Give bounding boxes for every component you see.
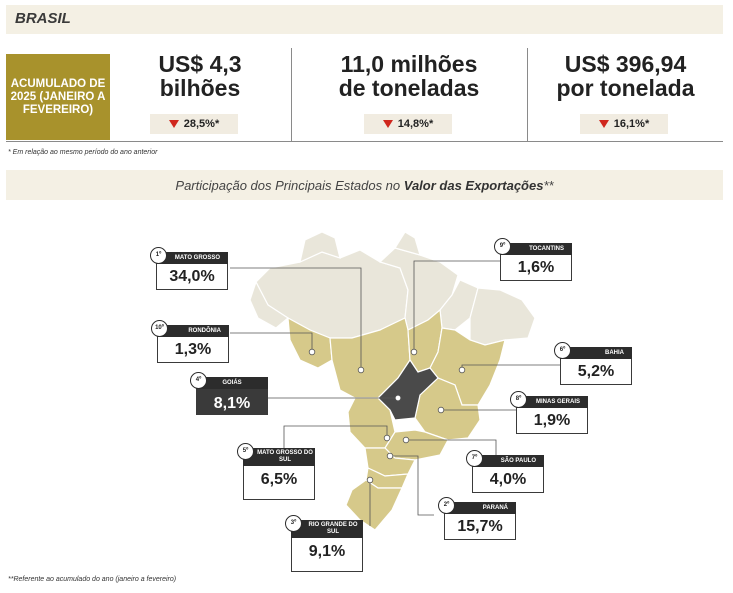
state-minas-gerais [414, 377, 481, 441]
state-rank: 6º [554, 342, 571, 359]
state-rank: 7º [466, 450, 483, 467]
state-share: 5,2% [560, 359, 632, 385]
state-rank: 3º [285, 515, 302, 532]
state-rio-grande-do-sul [345, 479, 403, 531]
kpi-change: 14,8%* [397, 118, 434, 130]
kpi-change-badge: 14,8%* [364, 114, 452, 134]
state-label-mato-grosso-do-sul: MATO GROSSO DO SUL 6,5% 5º [237, 443, 315, 500]
state-share: 1,6% [500, 255, 572, 281]
title-band: BRASIL [6, 5, 723, 34]
other-states [249, 231, 536, 346]
state-acre [249, 280, 290, 329]
state-share: 34,0% [156, 264, 228, 290]
kpi-value-line2: por tonelada [556, 75, 695, 101]
period-label-box: ACUMULADO DE 2025 (JANEIRO A FEVEREIRO) [6, 54, 110, 140]
divider [6, 141, 723, 142]
state-name: MATO GROSSO DO SUL [243, 448, 315, 466]
divider [291, 48, 292, 142]
down-arrow-icon [598, 120, 609, 128]
state-name: PARANÁ [444, 502, 516, 514]
state-label-mato-grosso: MATO GROSSO 34,0% 1º [150, 247, 228, 290]
state-label-bahia: BAHIA 5,2% 6º [554, 342, 632, 385]
down-arrow-icon [168, 120, 179, 128]
state-name: SÃO PAULO [472, 455, 544, 467]
state-rank: 5º [237, 443, 254, 460]
leader-lines [230, 260, 560, 526]
state-rank: 2º [438, 497, 455, 514]
state-share: 9,1% [291, 538, 363, 572]
kpi-change-badge: 28,5%* [150, 114, 238, 134]
state-northeast [469, 287, 536, 346]
state-name: GOIÁS [196, 377, 268, 389]
state-label-tocantins: TOCANTINS 1,6% 9º [494, 238, 572, 281]
state-rondonia [287, 316, 333, 369]
divider [527, 48, 528, 142]
leader-dots [308, 348, 466, 484]
kpi-value-line1: US$ 4,3 [158, 51, 242, 77]
state-rank: 4º [190, 372, 207, 389]
state-label-parana: PARANÁ 15,7% 2º [438, 497, 516, 540]
state-roraima [299, 231, 341, 264]
state-rank: 1º [150, 247, 167, 264]
state-amapa [394, 231, 421, 256]
kpi-value-line1: 11,0 milhões [340, 51, 478, 77]
state-share: 15,7% [444, 514, 516, 540]
state-goias [377, 358, 439, 421]
state-label-rio-grande-do-sul: RIO GRANDE DO SUL 9,1% 3º [285, 515, 363, 572]
subtitle-band: Participação dos Principais Estados no V… [6, 170, 723, 200]
state-rank: 10º [151, 320, 168, 337]
state-name: MINAS GERAIS [516, 396, 588, 408]
state-share: 6,5% [243, 466, 315, 500]
state-rank: 9º [494, 238, 511, 255]
down-arrow-icon [382, 120, 393, 128]
state-rank: 8º [510, 391, 527, 408]
state-label-rondonia: RONDÔNIA 1,3% 10º [151, 320, 229, 363]
state-name: BAHIA [560, 347, 632, 359]
kpi-change: 28,5%* [183, 118, 220, 130]
kpi-change-badge: 16,1%* [580, 114, 668, 134]
state-share: 4,0% [472, 467, 544, 493]
state-share: 8,1% [196, 389, 268, 415]
page-title: BRASIL [15, 10, 71, 27]
state-label-sao-paulo: SÃO PAULO 4,0% 7º [466, 450, 544, 493]
kpi-value-usd: US$ 4,3 bilhões 28,5%* [110, 46, 290, 142]
kpi-value-line2: bilhões [159, 75, 241, 101]
highlighted-states [287, 308, 506, 531]
state-name: MATO GROSSO [156, 252, 228, 264]
state-label-minas-gerais: MINAS GERAIS 1,9% 8º [510, 391, 588, 434]
state-name: TOCANTINS [500, 243, 572, 255]
kpi-price: US$ 396,94 por tonelada 16,1%* [528, 46, 723, 142]
state-share: 1,9% [516, 408, 588, 434]
period-label: ACUMULADO DE 2025 (JANEIRO A FEVEREIRO) [10, 77, 106, 116]
map-subtitle: Participação dos Principais Estados no V… [175, 178, 554, 193]
state-share: 1,3% [157, 337, 229, 363]
state-name: RIO GRANDE DO SUL [291, 520, 363, 538]
kpi-change: 16,1%* [613, 118, 650, 130]
kpi-value-line1: US$ 396,94 [564, 51, 687, 77]
footnote-comparison: * Em relação ao mesmo período do ano ant… [8, 149, 158, 156]
state-label-goias: GOIÁS 8,1% 4º [190, 372, 268, 415]
state-name: RONDÔNIA [157, 325, 229, 337]
kpi-value-line2: de toneladas [338, 75, 480, 101]
kpi-volume: 11,0 milhões de toneladas 14,8%* [292, 46, 526, 142]
footnote-period: **Referente ao acumulado do ano (janeiro… [8, 576, 177, 583]
